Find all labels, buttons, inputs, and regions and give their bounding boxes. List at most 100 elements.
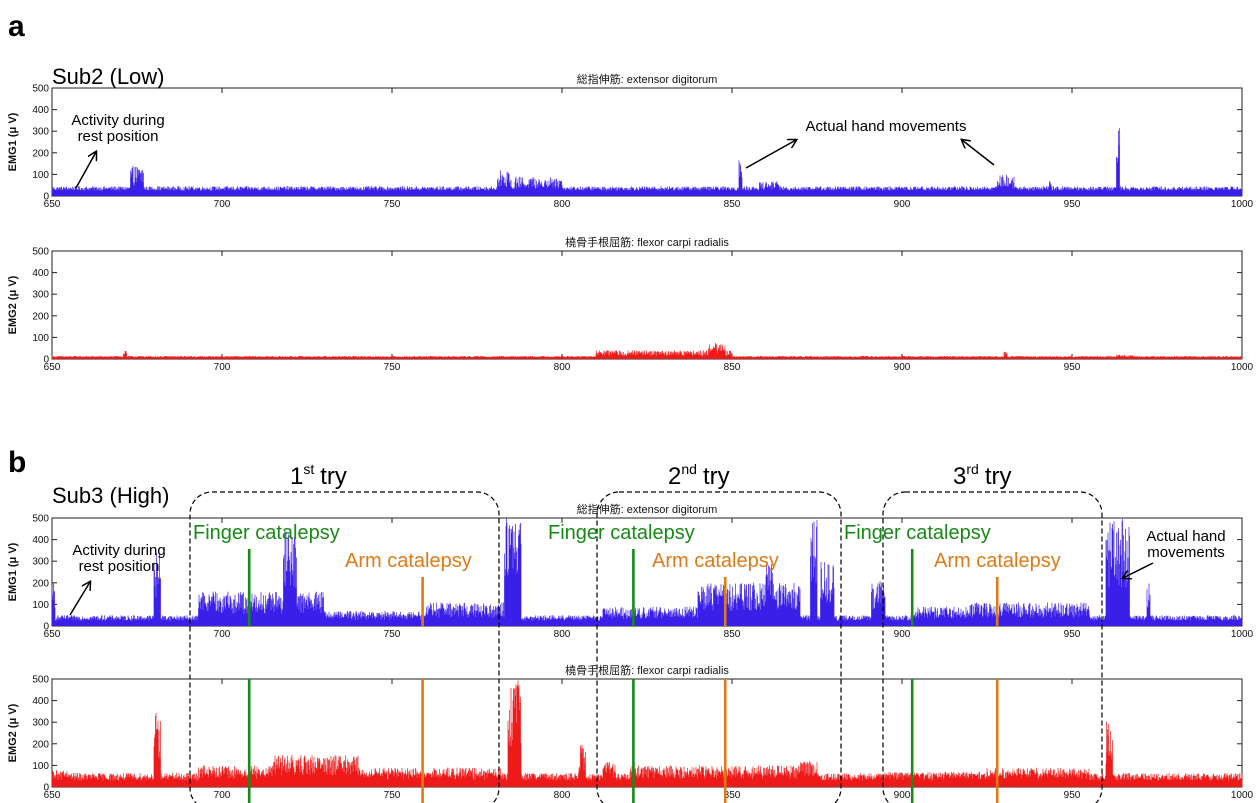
chart-b-flexor: 橈骨手根屈筋: flexor carpi radialis EMG2 (μ V) 0… xyxy=(7,663,1254,803)
try-2-box xyxy=(596,491,842,803)
y-tick-label: 100 xyxy=(32,761,49,772)
y-tick-label: 500 xyxy=(32,247,49,258)
y-tick-label: 200 xyxy=(32,148,49,159)
actual-arrow-a-left xyxy=(745,140,796,169)
x-tick-label: 950 xyxy=(1064,790,1081,801)
y-tick-label: 400 xyxy=(32,105,49,116)
y-tick-label: 300 xyxy=(32,127,49,138)
y-tick-label: 0 xyxy=(43,192,49,203)
try-1-box xyxy=(189,491,500,803)
y-axis-label: EMG2 (μ V) xyxy=(7,703,19,762)
x-tick-label: 750 xyxy=(384,629,401,640)
y-axis-label: EMG1 (μ V) xyxy=(7,542,19,601)
actual-movements-annotation-b-line1: Actual hand xyxy=(1146,528,1225,545)
x-tick-label: 900 xyxy=(894,629,911,640)
y-tick-label: 100 xyxy=(32,170,49,181)
y-tick-label: 100 xyxy=(32,600,49,611)
x-tick-label: 750 xyxy=(384,790,401,801)
plot-title: 橈骨手根屈筋: flexor carpi radialis xyxy=(565,235,729,249)
subject-label-b: Sub3 (High) xyxy=(52,483,169,508)
x-tick-label: 750 xyxy=(384,199,401,210)
y-tick-label: 500 xyxy=(32,84,49,95)
emg-signal-trace xyxy=(51,680,1243,787)
x-tick-label: 1000 xyxy=(1231,790,1254,801)
x-tick-label: 700 xyxy=(214,629,231,640)
x-tick-label: 700 xyxy=(214,199,231,210)
finger-catalepsy-label-2: Finger catalepsy xyxy=(548,522,695,544)
x-tick-label: 700 xyxy=(214,790,231,801)
y-tick-label: 100 xyxy=(32,333,49,344)
y-tick-label: 200 xyxy=(32,311,49,322)
x-tick-label: 800 xyxy=(554,629,571,640)
x-tick-label: 850 xyxy=(724,199,741,210)
plot-title: 総指伸筋: extensor digitorum xyxy=(577,502,718,516)
finger-catalepsy-label-1: Finger catalepsy xyxy=(193,522,340,544)
x-tick-label: 900 xyxy=(894,790,911,801)
x-tick-label: 650 xyxy=(44,199,61,210)
emg-signal-trace xyxy=(51,128,1243,196)
emg-signal-trace xyxy=(51,518,1243,626)
rest-arrow-a xyxy=(75,152,96,189)
x-tick-label: 950 xyxy=(1064,199,1081,210)
arm-catalepsy-label-2: Arm catalepsy xyxy=(652,550,779,572)
try-2-label: 2nd try xyxy=(668,461,730,490)
y-tick-label: 0 xyxy=(43,355,49,366)
y-tick-label: 500 xyxy=(32,514,49,525)
y-axis-label: EMG1 (μ V) xyxy=(7,112,19,171)
finger-catalepsy-label-3: Finger catalepsy xyxy=(844,522,991,544)
x-tick-label: 850 xyxy=(724,362,741,373)
x-tick-label: 800 xyxy=(554,362,571,373)
x-tick-label: 750 xyxy=(384,362,401,373)
y-tick-label: 200 xyxy=(32,578,49,589)
x-tick-label: 650 xyxy=(44,629,61,640)
actual-movements-annotation-b-line2: movements xyxy=(1147,544,1225,561)
plot-title: 橈骨手根屈筋: flexor carpi radialis xyxy=(565,663,729,677)
x-tick-label: 1000 xyxy=(1231,362,1254,373)
rest-annotation-b-line1: Activity during xyxy=(72,542,165,559)
plot-title: 総指伸筋: extensor digitorum xyxy=(577,72,718,86)
plot-frame xyxy=(51,250,1243,360)
chart-a-flexor: 橈骨手根屈筋: flexor carpi radialis EMG2 (μ V) 0… xyxy=(7,235,1254,373)
chart-b-extensor: 総指伸筋: extensor digitorum EMG1 (μ V) 0 100 20… xyxy=(7,502,1254,640)
x-tick-label: 650 xyxy=(44,790,61,801)
y-tick-label: 200 xyxy=(32,739,49,750)
try-1-label: 1st try xyxy=(290,461,347,490)
emg-signal-trace xyxy=(51,343,1243,359)
x-tick-label: 800 xyxy=(554,790,571,801)
rest-annotation-a-line2: rest position xyxy=(78,128,159,145)
y-axis-label: EMG2 (μ V) xyxy=(7,275,19,334)
y-tick-label: 500 xyxy=(32,675,49,686)
x-tick-label: 1000 xyxy=(1231,199,1254,210)
y-tick-label: 400 xyxy=(32,696,49,707)
y-tick-label: 400 xyxy=(32,535,49,546)
y-tick-label: 300 xyxy=(32,290,49,301)
arm-catalepsy-label-1: Arm catalepsy xyxy=(345,550,472,572)
rest-arrow-b xyxy=(69,582,90,616)
y-tick-label: 0 xyxy=(43,622,49,633)
arm-catalepsy-label-3: Arm catalepsy xyxy=(934,550,1061,572)
x-tick-label: 650 xyxy=(44,362,61,373)
try-3-label: 3rd try xyxy=(953,461,1011,490)
actual-arrow-a-right xyxy=(962,140,995,166)
actual-movements-annotation-a: Actual hand movements xyxy=(806,118,967,135)
x-tick-label: 950 xyxy=(1064,629,1081,640)
x-tick-label: 900 xyxy=(894,362,911,373)
y-tick-label: 0 xyxy=(43,783,49,794)
x-tick-label: 1000 xyxy=(1231,629,1254,640)
y-tick-label: 300 xyxy=(32,718,49,729)
chart-a-extensor: 総指伸筋: extensor digitorum EMG1 (μ V) 0 100 20… xyxy=(7,72,1254,210)
x-tick-label: 800 xyxy=(554,199,571,210)
y-tick-label: 300 xyxy=(32,557,49,568)
plot-frame xyxy=(51,87,1243,197)
panel-letter-b: b xyxy=(8,446,26,479)
subject-label-a: Sub2 (Low) xyxy=(52,64,165,89)
rest-annotation-b-line2: rest position xyxy=(79,558,160,575)
rest-annotation-a-line1: Activity during xyxy=(71,112,164,129)
x-tick-label: 850 xyxy=(724,629,741,640)
y-tick-label: 400 xyxy=(32,268,49,279)
try-3-box xyxy=(882,491,1103,803)
x-tick-label: 700 xyxy=(214,362,231,373)
x-tick-label: 950 xyxy=(1064,362,1081,373)
panel-letter-a: a xyxy=(8,10,25,43)
